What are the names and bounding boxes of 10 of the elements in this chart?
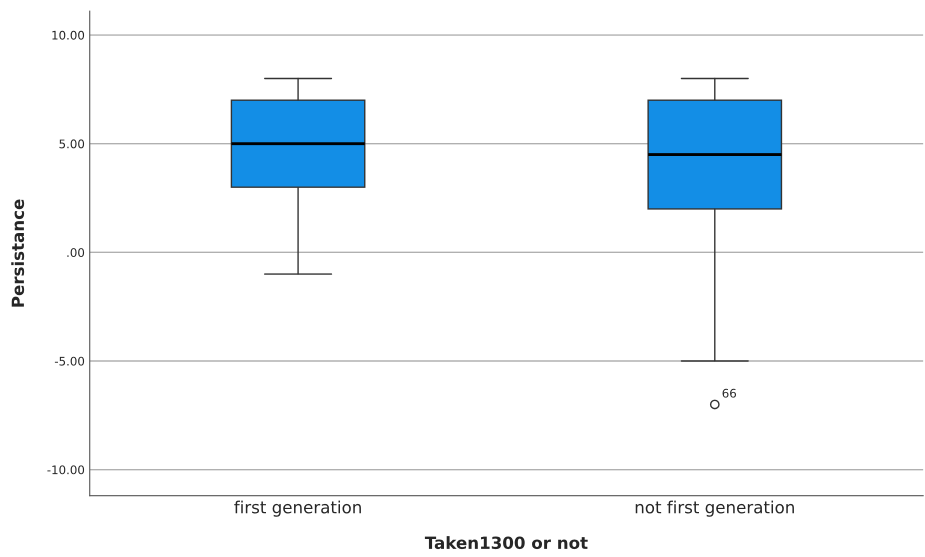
x-tick-label: not first generation (636, 500, 794, 517)
y-tick-label: -10.00 (47, 465, 84, 474)
x-axis-title: Taken1300 or not (424, 536, 588, 550)
y-tick-label: 10.00 (52, 30, 84, 40)
annotation: 66 (722, 388, 736, 398)
y-tick-label: -5.00 (54, 356, 84, 366)
y-tick-label: .00 (67, 248, 84, 257)
y-tick-label: 5.00 (59, 139, 84, 148)
y-axis-title: Persistance (11, 199, 24, 307)
x-tick-label: first generation (234, 500, 361, 517)
